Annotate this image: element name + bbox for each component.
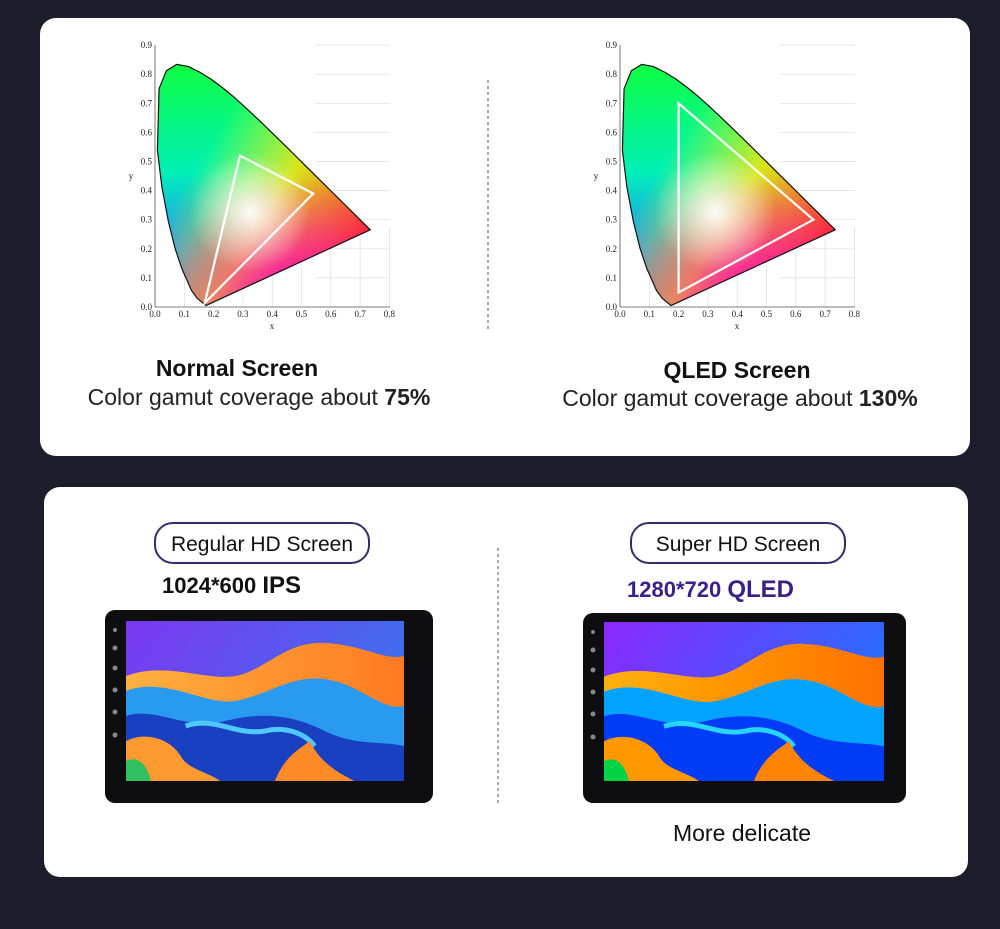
x-axis-label: x: [735, 321, 740, 331]
y-tick-label: 0.5: [141, 157, 153, 167]
y-tick-label: 0.3: [141, 215, 153, 225]
x-tick-label: 0.8: [849, 309, 861, 319]
y-tick-label: 0.1: [141, 273, 152, 283]
x-tick-label: 0.1: [644, 309, 655, 319]
x-tick-label: 0.0: [614, 309, 626, 319]
x-tick-label: 0.8: [384, 309, 396, 319]
x-tick-label: 0.2: [673, 309, 684, 319]
card: [40, 18, 970, 456]
y-tick-label: 0.9: [606, 40, 618, 50]
caption: Color gamut coverage about: [88, 384, 379, 410]
y-tick-label: 0.6: [141, 127, 153, 137]
x-tick-label: 0.4: [267, 309, 279, 319]
x-tick-label: 0.2: [208, 309, 219, 319]
y-tick-label: 0.9: [141, 40, 153, 50]
resolution: 1280*720: [627, 577, 721, 602]
panel-caption: Color gamut coverage about 75%: [88, 384, 431, 410]
x-tick-label: 0.0: [149, 309, 161, 319]
x-tick-label: 0.5: [296, 309, 308, 319]
tablet: [105, 610, 433, 803]
y-tick-label: 0.3: [606, 215, 618, 225]
label-pill: [154, 522, 370, 564]
gamut-triangle: [677, 100, 816, 295]
x-tick-label: 0.1: [179, 309, 190, 319]
y-tick-label: 0.2: [141, 244, 152, 254]
y-tick-label: 0.5: [606, 157, 618, 167]
x-tick-label: 0.3: [702, 309, 714, 319]
note: More delicate: [673, 820, 811, 846]
label-pill: [630, 522, 846, 564]
y-tick-label: 0.8: [141, 69, 153, 79]
screen-label: Regular HD Screen: [171, 533, 353, 556]
panel-type: IPS: [262, 572, 301, 599]
x-axis-label: x: [270, 321, 275, 331]
x-tick-label: 0.7: [819, 309, 831, 319]
caption: Color gamut coverage about: [562, 385, 853, 411]
x-tick-label: 0.6: [790, 309, 802, 319]
locus-outline: [621, 63, 837, 307]
y-axis-label: y: [129, 171, 134, 181]
y-tick-label: 0.7: [141, 98, 153, 108]
y-tick-label: 0.1: [606, 273, 617, 283]
y-axis-label: y: [594, 171, 599, 181]
panel-title: Normal Screen: [156, 355, 318, 381]
y-tick-label: 0.2: [606, 244, 617, 254]
panel-caption: Color gamut coverage about 130%: [562, 385, 917, 411]
locus-outline: [156, 63, 372, 307]
panel-type: QLED: [727, 576, 794, 603]
y-tick-label: 0.7: [606, 98, 618, 108]
coverage: 75%: [384, 384, 430, 410]
side-buttons: [112, 628, 596, 740]
tablet: [583, 613, 906, 803]
y-tick-label: 0.4: [141, 186, 153, 196]
x-tick-label: 0.4: [732, 309, 744, 319]
y-tick-label: 0.4: [606, 186, 618, 196]
coverage: 130%: [859, 385, 918, 411]
x-tick-label: 0.6: [325, 309, 337, 319]
y-tick-label: 0.6: [606, 127, 618, 137]
gamut-triangle: [202, 154, 316, 307]
screen-label: Super HD Screen: [656, 533, 821, 556]
x-tick-label: 0.3: [237, 309, 249, 319]
x-tick-label: 0.7: [354, 309, 366, 319]
panel-title: QLED Screen: [664, 357, 811, 383]
y-tick-label: 0.8: [606, 69, 618, 79]
y-tick-label: 0.0: [606, 302, 618, 312]
spec: 1280*720 QLED: [627, 576, 794, 603]
y-tick-label: 0.0: [141, 302, 153, 312]
spec: 1024*600 IPS: [162, 572, 301, 599]
resolution: 1024*600: [162, 573, 256, 598]
x-tick-label: 0.5: [761, 309, 773, 319]
